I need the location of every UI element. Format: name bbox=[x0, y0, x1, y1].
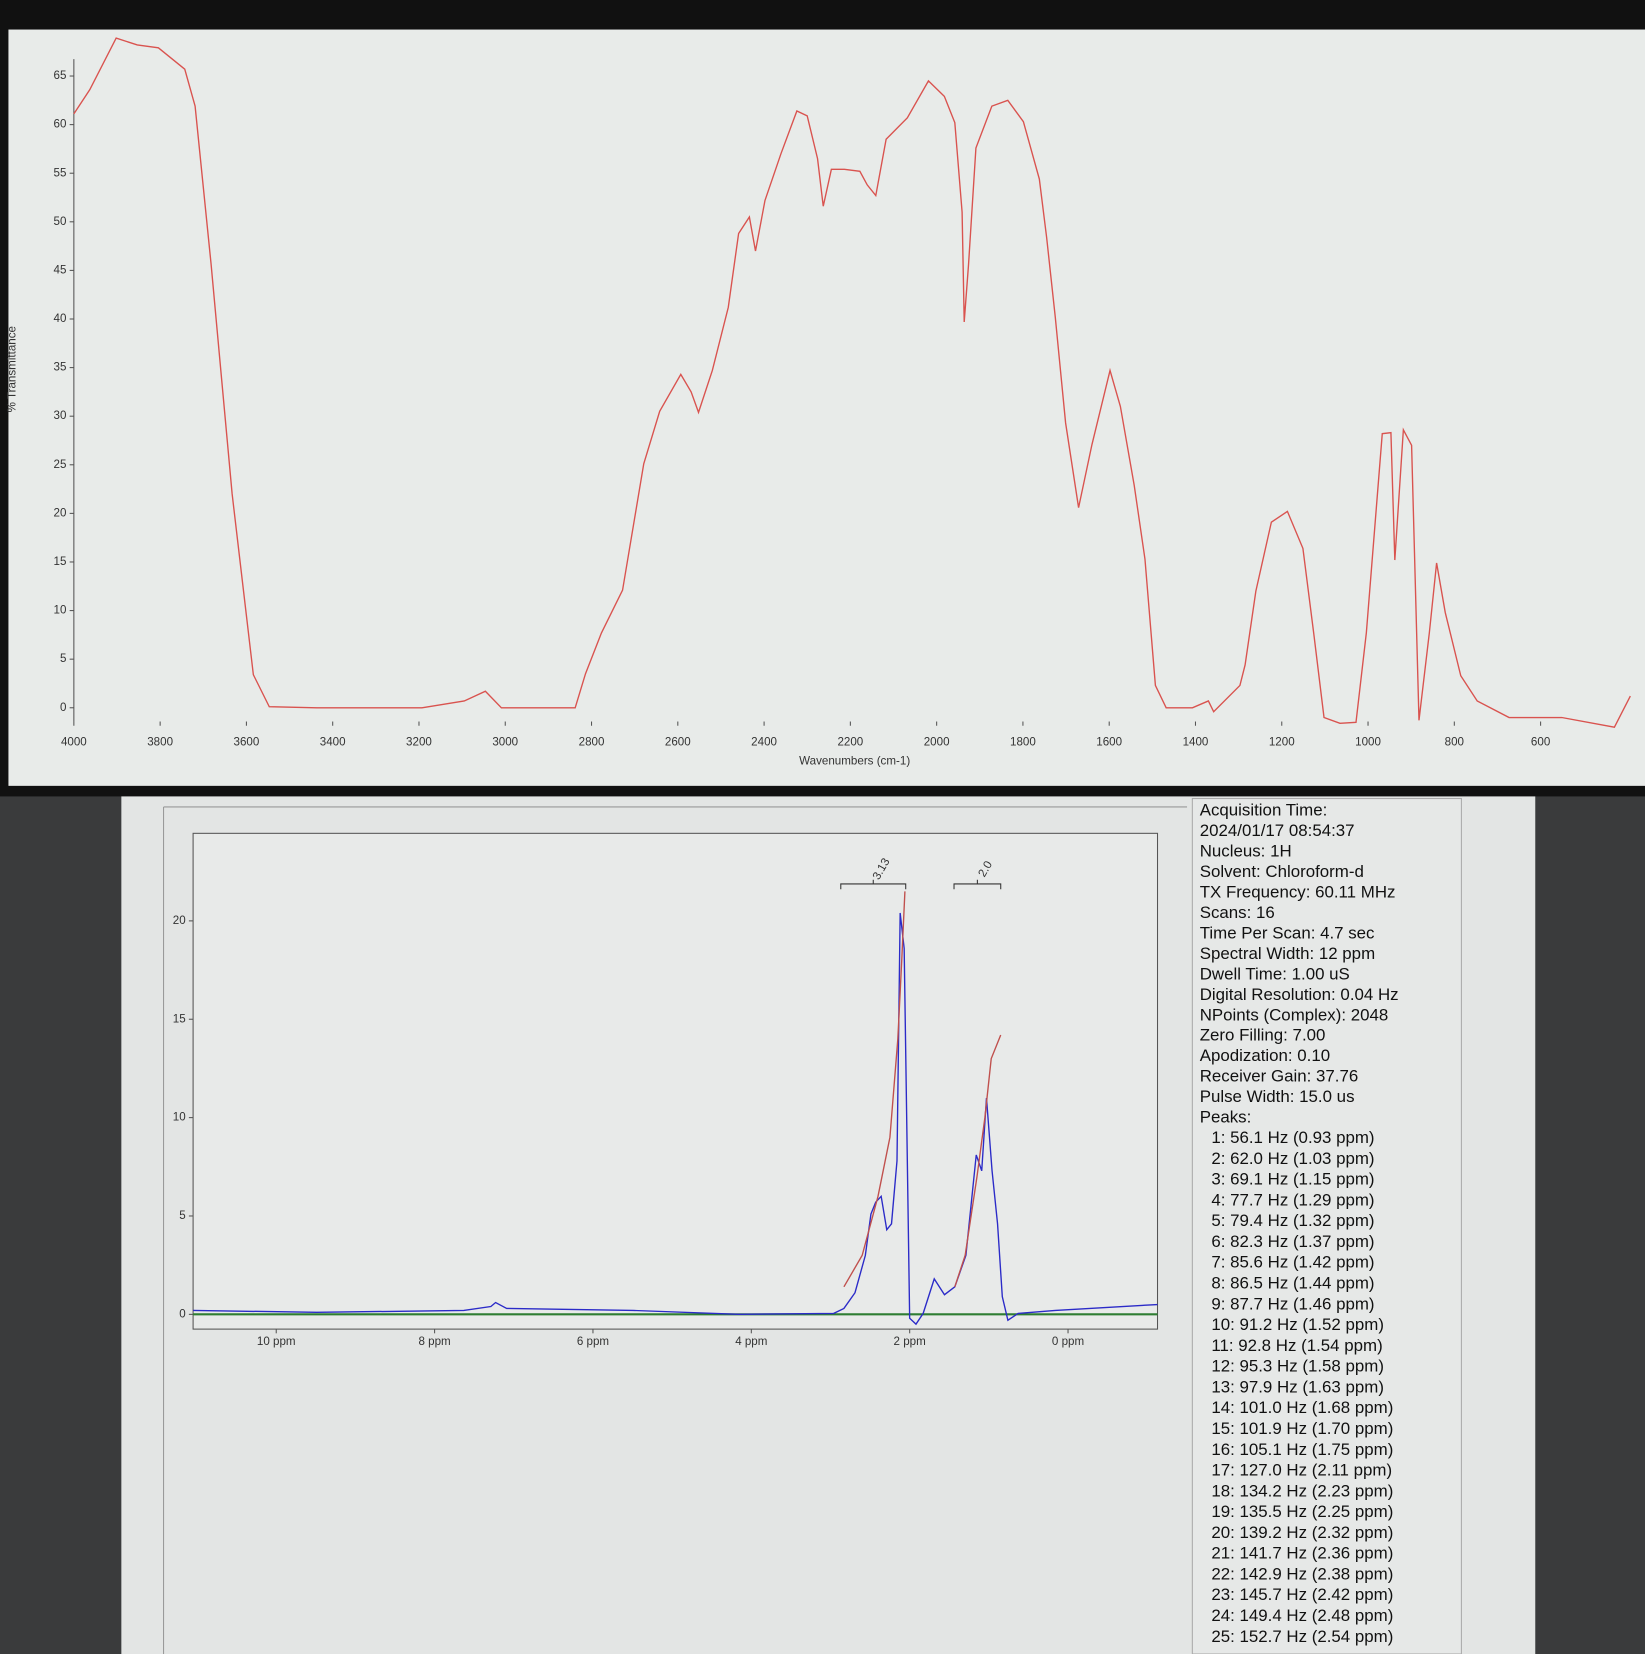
info-line: TX Frequency: 60.11 MHz bbox=[1200, 882, 1396, 901]
peak-line: 16: 105.1 Hz (1.75 ppm) bbox=[1211, 1440, 1393, 1459]
x-tick-label: 2 ppm bbox=[894, 1335, 926, 1348]
x-tick-label: 3200 bbox=[406, 736, 432, 749]
y-tick-label: 0 bbox=[179, 1307, 185, 1320]
spectrum-line bbox=[73, 37, 1631, 728]
peak-line: 4: 77.7 Hz (1.29 ppm) bbox=[1211, 1190, 1374, 1209]
info-line: Spectral Width: 12 ppm bbox=[1200, 944, 1375, 963]
peak-line: 7: 85.6 Hz (1.42 ppm) bbox=[1211, 1253, 1374, 1272]
y-tick-label: 30 bbox=[54, 409, 67, 422]
y-tick-label: 45 bbox=[54, 263, 67, 276]
info-line: Pulse Width: 15.0 us bbox=[1200, 1087, 1355, 1106]
info-line: Solvent: Chloroform-d bbox=[1200, 862, 1364, 881]
spectrum-line bbox=[954, 1034, 1002, 1288]
x-tick-label: 2800 bbox=[579, 736, 605, 749]
y-tick-label: 20 bbox=[54, 506, 67, 519]
peak-line: 24: 149.4 Hz (2.48 ppm) bbox=[1211, 1606, 1393, 1625]
plot-frame bbox=[192, 832, 1159, 1330]
integral-bracket bbox=[840, 879, 907, 890]
peak-line: 10: 91.2 Hz (1.52 ppm) bbox=[1211, 1315, 1384, 1334]
info-line: Peaks: bbox=[1200, 1108, 1252, 1127]
peak-line: 21: 141.7 Hz (2.36 ppm) bbox=[1211, 1544, 1393, 1563]
spectrum-line bbox=[193, 912, 1158, 1326]
info-line: Zero Filling: 7.00 bbox=[1200, 1026, 1326, 1045]
y-tick-label: 15 bbox=[173, 1012, 186, 1025]
x-tick-label: 1200 bbox=[1269, 736, 1295, 749]
y-tick-label: 55 bbox=[54, 166, 67, 179]
x-tick-label: 8 ppm bbox=[418, 1335, 450, 1348]
peak-line: 2: 62.0 Hz (1.03 ppm) bbox=[1211, 1149, 1374, 1168]
peak-line: 13: 97.9 Hz (1.63 ppm) bbox=[1211, 1377, 1384, 1396]
info-line: Receiver Gain: 37.76 bbox=[1200, 1067, 1359, 1086]
spectrum-line bbox=[843, 891, 906, 1288]
x-tick-label: 4 ppm bbox=[735, 1335, 767, 1348]
x-tick-label: 6 ppm bbox=[577, 1335, 609, 1348]
peak-line: 20: 139.2 Hz (2.32 ppm) bbox=[1211, 1523, 1393, 1542]
peak-line: 22: 142.9 Hz (2.38 ppm) bbox=[1211, 1564, 1393, 1583]
info-line: Acquisition Time: bbox=[1200, 801, 1328, 820]
x-axis-label: Wavenumbers (cm-1) bbox=[799, 755, 910, 768]
x-tick-label: 2200 bbox=[837, 736, 863, 749]
y-tick-label: 10 bbox=[54, 604, 67, 617]
x-tick-label: 3600 bbox=[234, 736, 260, 749]
x-tick-label: 3400 bbox=[320, 736, 346, 749]
x-tick-label: 3000 bbox=[492, 736, 518, 749]
peak-line: 14: 101.0 Hz (1.68 ppm) bbox=[1211, 1398, 1393, 1417]
x-tick-label: 1400 bbox=[1183, 736, 1209, 749]
peak-line: 8: 86.5 Hz (1.44 ppm) bbox=[1211, 1274, 1374, 1293]
y-tick-label: 15 bbox=[54, 555, 67, 568]
x-tick-label: 2000 bbox=[924, 736, 950, 749]
peak-line: 1: 56.1 Hz (0.93 ppm) bbox=[1211, 1128, 1374, 1147]
info-line: Scans: 16 bbox=[1200, 903, 1275, 922]
peak-line: 9: 87.7 Hz (1.46 ppm) bbox=[1211, 1294, 1374, 1313]
peak-line: 12: 95.3 Hz (1.58 ppm) bbox=[1211, 1357, 1384, 1376]
info-line: 2024/01/17 08:54:37 bbox=[1200, 821, 1355, 840]
peak-line: 5: 79.4 Hz (1.32 ppm) bbox=[1211, 1211, 1374, 1230]
peak-line: 6: 82.3 Hz (1.37 ppm) bbox=[1211, 1232, 1374, 1251]
x-tick-label: 4000 bbox=[61, 736, 87, 749]
peak-line: 15: 101.9 Hz (1.70 ppm) bbox=[1211, 1419, 1393, 1438]
x-tick-label: 600 bbox=[1531, 736, 1550, 749]
y-tick-label: 60 bbox=[54, 118, 67, 131]
y-tick-label: 0 bbox=[60, 701, 66, 714]
peak-line: 11: 92.8 Hz (1.54 ppm) bbox=[1211, 1336, 1382, 1355]
peak-line: 3: 69.1 Hz (1.15 ppm) bbox=[1211, 1170, 1374, 1189]
info-line: Digital Resolution: 0.04 Hz bbox=[1200, 985, 1399, 1004]
x-tick-label: 2600 bbox=[665, 736, 691, 749]
y-tick-label: 40 bbox=[54, 312, 67, 325]
y-tick-label: 65 bbox=[54, 69, 67, 82]
peak-line: 23: 145.7 Hz (2.42 ppm) bbox=[1211, 1585, 1393, 1604]
x-tick-label: 3800 bbox=[147, 736, 173, 749]
x-tick-label: 800 bbox=[1445, 736, 1464, 749]
y-axis-label: % Transmittance bbox=[6, 326, 19, 412]
peak-line: 18: 134.2 Hz (2.23 ppm) bbox=[1211, 1481, 1393, 1500]
x-tick-label: 1000 bbox=[1355, 736, 1381, 749]
peak-line: 17: 127.0 Hz (2.11 ppm) bbox=[1211, 1461, 1392, 1480]
y-tick-label: 5 bbox=[60, 652, 66, 665]
x-tick-label: 0 ppm bbox=[1052, 1335, 1084, 1348]
info-line: Nucleus: 1H bbox=[1200, 842, 1292, 861]
peak-line: 19: 135.5 Hz (2.25 ppm) bbox=[1211, 1502, 1393, 1521]
y-tick-label: 50 bbox=[54, 215, 67, 228]
x-tick-label: 2400 bbox=[751, 736, 777, 749]
ir-panel bbox=[8, 29, 1645, 786]
peak-line: 25: 152.7 Hz (2.54 ppm) bbox=[1211, 1627, 1393, 1646]
info-box bbox=[1191, 797, 1462, 1654]
info-line: NPoints (Complex): 2048 bbox=[1200, 1005, 1389, 1024]
y-tick-label: 5 bbox=[179, 1209, 185, 1222]
info-line: Time Per Scan: 4.7 sec bbox=[1200, 923, 1375, 942]
x-tick-label: 1600 bbox=[1096, 736, 1122, 749]
y-tick-label: 25 bbox=[54, 458, 67, 471]
y-tick-label: 35 bbox=[54, 361, 67, 374]
info-line: Apodization: 0.10 bbox=[1200, 1046, 1330, 1065]
info-line: Dwell Time: 1.00 uS bbox=[1200, 964, 1350, 983]
y-tick-label: 10 bbox=[173, 1111, 186, 1124]
integral-bracket bbox=[953, 879, 1002, 890]
x-tick-label: 1800 bbox=[1010, 736, 1036, 749]
y-tick-label: 20 bbox=[173, 914, 186, 927]
x-tick-label: 10 ppm bbox=[257, 1335, 296, 1348]
